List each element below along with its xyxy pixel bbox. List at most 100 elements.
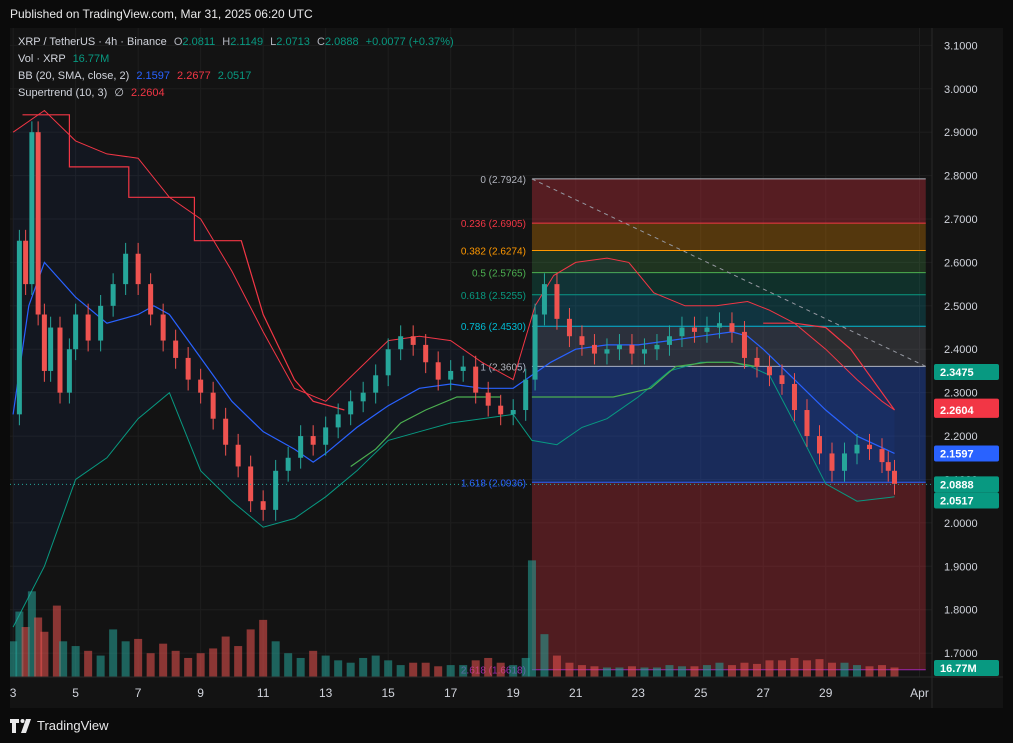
- candle-body: [473, 366, 479, 393]
- price-label-box: [934, 364, 999, 381]
- time-tick-label: 9: [197, 686, 204, 700]
- volume-bar: [471, 660, 480, 677]
- close-label: C: [316, 36, 325, 48]
- bb-label[interactable]: BB (20, SMA, close, 2): [18, 70, 130, 82]
- volume-bar: [52, 605, 61, 677]
- time-tick-label: 21: [569, 686, 583, 700]
- price-label-text: 2.1597: [940, 449, 974, 461]
- volume-bar: [71, 646, 80, 677]
- candle-body: [98, 305, 104, 341]
- volume-bar: [27, 591, 36, 677]
- time-tick-label: 19: [507, 686, 521, 700]
- volume-bar: [777, 660, 786, 677]
- volume-bar: [665, 665, 674, 677]
- price-label-text: 2.0517: [940, 495, 974, 507]
- close-value: 2.0888: [324, 36, 359, 48]
- candle-body: [57, 327, 63, 393]
- fib-zone: [531, 294, 926, 327]
- volume-bar: [284, 653, 293, 677]
- tradingview-logo[interactable]: TradingView: [10, 718, 109, 733]
- volume-bar: [159, 643, 168, 677]
- fib-zone: [531, 482, 926, 670]
- candle-body: [604, 349, 610, 354]
- volume-bar: [346, 662, 355, 677]
- supertrend-label[interactable]: Supertrend (10, 3): [18, 87, 108, 99]
- candle-body: [210, 392, 216, 419]
- volume-bar: [715, 662, 724, 677]
- volume-bar: [852, 665, 861, 677]
- volume-bar: [602, 667, 611, 677]
- candle-body: [791, 383, 797, 411]
- low-value: 2.0713: [276, 36, 310, 48]
- candle-body: [641, 349, 647, 354]
- volume-bar: [146, 653, 155, 677]
- candle-body: [766, 366, 772, 376]
- price-tick-label: 3.0000: [944, 84, 978, 96]
- candle-body: [298, 436, 304, 458]
- candle-body: [248, 466, 254, 502]
- volume-bar: [496, 662, 505, 677]
- candle-body: [348, 401, 354, 415]
- supertrend-line: [22, 114, 345, 411]
- time-tick-label: 29: [819, 686, 833, 700]
- volume-bar: [890, 667, 899, 677]
- price-tick-label: 2.5000: [944, 301, 978, 313]
- supertrend-symbol: ∅: [114, 87, 124, 99]
- time-tick-label: 5: [72, 686, 79, 700]
- price-tick-label: 2.9000: [944, 127, 978, 139]
- legend-bb-row: BB (20, SMA, close, 2) 2.1597 2.2677 2.0…: [18, 68, 454, 85]
- time-tick-label: 13: [319, 686, 333, 700]
- volume-bar: [121, 641, 130, 677]
- candle-body: [335, 414, 341, 428]
- candle-body: [779, 375, 785, 384]
- volume-bar: [309, 650, 318, 677]
- bb-lower-value: 2.0517: [217, 70, 252, 82]
- legend-supertrend-row: Supertrend (10, 3) ∅ 2.2604: [18, 85, 454, 102]
- fib-zone: [531, 250, 926, 273]
- volume-label[interactable]: Vol · XRP: [18, 53, 66, 65]
- price-chart[interactable]: 0 (2.7924) 0.236 (2.6905) 0.382 (2.6274) 0.…: [10, 28, 1003, 708]
- candle-body: [423, 344, 429, 363]
- candle-body: [566, 318, 572, 337]
- volume-bar: [615, 667, 624, 677]
- candle-body: [485, 392, 491, 406]
- candle-body: [235, 444, 241, 467]
- candle-body: [498, 405, 504, 415]
- legend-volume-row: Vol · XRP 16.77M: [18, 51, 454, 68]
- volume-bar: [396, 665, 405, 677]
- candle-body: [532, 314, 538, 380]
- volume-bar: [590, 666, 599, 677]
- candle-body: [841, 453, 847, 471]
- volume-bar: [384, 660, 393, 677]
- price-tick-label: 2.7000: [944, 214, 978, 226]
- candle-body: [629, 344, 635, 354]
- volume-bar: [509, 665, 518, 677]
- chart-area[interactable]: 0 (2.7924) 0.236 (2.6905) 0.382 (2.6274) 0.…: [10, 28, 1003, 708]
- publish-header: Published on TradingView.com, Mar 31, 20…: [0, 0, 1013, 28]
- supertrend-line: [763, 322, 895, 411]
- candle-body: [48, 327, 54, 371]
- symbol-name[interactable]: XRP / TetherUS · 4h · Binance: [18, 36, 167, 48]
- fib-level-label: 1.618 (2.0936): [461, 478, 526, 489]
- volume-bar: [40, 631, 49, 677]
- low-label: L: [270, 36, 277, 48]
- publish-info: Published on TradingView.com, Mar 31, 20…: [10, 7, 313, 21]
- volume-bar: [459, 665, 468, 677]
- volume-bar: [259, 619, 268, 677]
- volume-bar: [652, 667, 661, 677]
- fib-level-label: 0.786 (2.4530): [461, 322, 526, 333]
- volume-bar: [10, 641, 18, 677]
- candle-body: [741, 331, 747, 358]
- candle-body: [691, 327, 697, 332]
- volume-bar: [234, 646, 243, 677]
- candle-body: [148, 284, 154, 315]
- candle-body: [223, 418, 229, 445]
- candle-body: [460, 366, 466, 371]
- candle-body: [198, 379, 204, 393]
- change-value: +0.0077 (+0.37%): [365, 36, 454, 48]
- candle-body: [554, 284, 560, 319]
- volume-bar: [790, 657, 799, 677]
- volume-bar: [840, 662, 849, 677]
- candle-body: [666, 336, 672, 345]
- candle-body: [73, 314, 79, 350]
